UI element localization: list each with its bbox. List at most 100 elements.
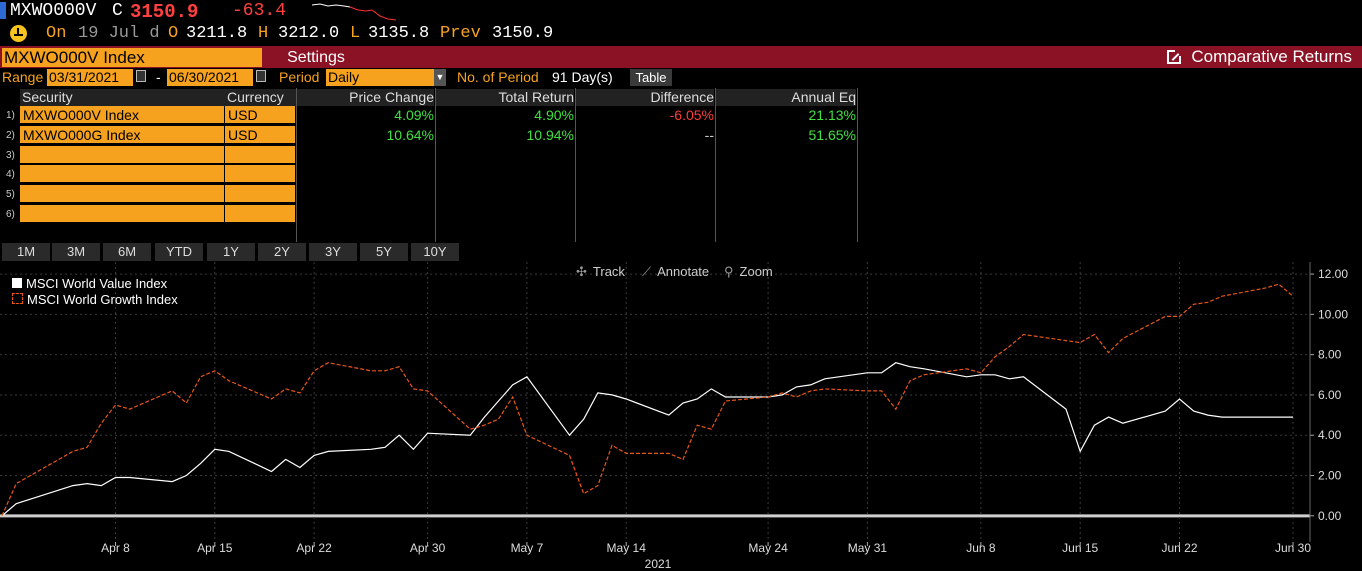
- row-number: 4): [6, 169, 15, 180]
- security-cell[interactable]: MXWO000G Index: [20, 126, 224, 144]
- change-value: -63.4: [232, 1, 287, 21]
- legend-label: MSCI World Growth Index: [27, 292, 178, 307]
- column-divider: [296, 88, 297, 242]
- y-tick-label: 4.00: [1318, 428, 1342, 442]
- range-dash: -: [156, 69, 161, 85]
- price-change-cell: 4.09%: [394, 107, 434, 123]
- x-tick-label: Jun 15: [1062, 541, 1098, 555]
- range-start-input[interactable]: 03/31/2021: [47, 69, 133, 86]
- column-divider: [575, 88, 576, 242]
- ticker-detail-line: On 19 Jul d O 3211.8 H 3212.0 L 3135.8 P…: [0, 22, 1362, 44]
- legend-label: MSCI World Value Index: [26, 276, 168, 291]
- legend-swatch-solid: [12, 278, 22, 288]
- period-button-10y[interactable]: 10Y: [411, 243, 459, 261]
- period-select[interactable]: Daily ▼: [326, 69, 446, 86]
- range-label: Range: [2, 69, 44, 85]
- legend-item-value[interactable]: MSCI World Value Index: [12, 276, 167, 291]
- chevron-down-icon[interactable]: ▼: [434, 69, 446, 86]
- period-button-ytd[interactable]: YTD: [155, 243, 203, 261]
- x-tick-label: Apr 8: [101, 541, 130, 555]
- title-bar: [0, 46, 1362, 68]
- security-cell[interactable]: [20, 185, 224, 203]
- currency-cell[interactable]: USD: [225, 126, 295, 144]
- ticker-line: MXWO000V C 3150.9 -63.4: [0, 0, 1362, 23]
- security-cell[interactable]: MXWO000V Index: [20, 106, 224, 124]
- calendar-icon[interactable]: [256, 70, 266, 82]
- comparative-returns-chart[interactable]: 0.00 2.00 4.00 6.00 8.00 10.00 12.00 Apr 8 Apr 1…: [0, 262, 1362, 571]
- popout-icon[interactable]: [1167, 49, 1183, 64]
- clock-icon: [10, 25, 27, 42]
- column-divider: [435, 88, 436, 242]
- period-label: Period: [279, 69, 320, 85]
- settings-tab[interactable]: Settings: [287, 49, 345, 66]
- y-tick-label: 12.00: [1318, 267, 1348, 281]
- range-end-input[interactable]: 06/30/2021: [167, 69, 253, 86]
- zoom-label: Zoom: [739, 264, 773, 279]
- open-label: O: [168, 24, 179, 43]
- num-period-label: No. of Period: [457, 69, 539, 85]
- period-button-3m[interactable]: 3M: [52, 243, 100, 261]
- header-difference: Difference: [576, 89, 714, 106]
- open-value: 3211.8: [186, 24, 248, 43]
- x-tick-label: Apr 15: [197, 541, 233, 555]
- prev-value: 3150.9: [492, 24, 554, 43]
- period-button-5y[interactable]: 5Y: [360, 243, 408, 261]
- security-cell[interactable]: [20, 165, 224, 183]
- security-cell[interactable]: [20, 205, 224, 223]
- row-number: 5): [6, 189, 15, 200]
- zoom-tool[interactable]: ⚲ Zoom: [724, 264, 773, 280]
- total-return-cell: 4.90%: [534, 107, 574, 123]
- prev-label: Prev: [440, 24, 481, 43]
- x-tick-label: Jun 22: [1161, 541, 1197, 555]
- y-tick-label: 0.00: [1318, 509, 1342, 523]
- period-button-3y[interactable]: 3Y: [309, 243, 357, 261]
- table-button[interactable]: Table: [630, 69, 672, 86]
- security-cell[interactable]: [20, 146, 224, 164]
- period-button-2y[interactable]: 2Y: [258, 243, 306, 261]
- total-return-cell: 10.94%: [526, 127, 574, 143]
- period-button-6m[interactable]: 6M: [103, 243, 151, 261]
- annual-eq-cell: 21.13%: [808, 107, 856, 123]
- series-line-growth: [1, 283, 1294, 517]
- legend-item-growth[interactable]: MSCI World Growth Index: [12, 292, 178, 307]
- header-security: Security: [20, 89, 226, 106]
- currency-cell[interactable]: [225, 185, 295, 203]
- ticker-marker: [0, 2, 6, 19]
- x-tick-label: Jun 8: [966, 541, 996, 555]
- column-divider: [715, 88, 716, 242]
- period-value: Daily: [328, 69, 360, 85]
- series-line-value: [1, 362, 1293, 517]
- column-divider: [857, 88, 858, 242]
- num-period-value: 91 Day(s): [552, 69, 613, 85]
- currency-cell[interactable]: [225, 205, 295, 223]
- security-input[interactable]: MXWO000V Index: [2, 48, 262, 67]
- high-value: 3212.0: [278, 24, 340, 43]
- comparative-returns-title[interactable]: Comparative Returns: [1167, 46, 1352, 68]
- legend-swatch-dashed: [12, 293, 23, 304]
- x-tick-label: May 24: [748, 541, 788, 555]
- currency-cell[interactable]: [225, 165, 295, 183]
- track-tool[interactable]: ✣ Track: [576, 264, 625, 280]
- x-year-label: 2021: [645, 557, 672, 571]
- x-tick-label: Apr 22: [296, 541, 332, 555]
- y-tick-label: 2.00: [1318, 469, 1342, 483]
- row-number: 6): [6, 209, 15, 220]
- row-number: 2): [6, 130, 15, 141]
- crosshair-icon: ✣: [576, 264, 587, 279]
- annotate-tool[interactable]: ⟋ Annotate: [642, 264, 709, 280]
- row-number: 1): [6, 110, 15, 121]
- period-button-1m[interactable]: 1M: [2, 243, 50, 261]
- on-label: On: [46, 24, 67, 43]
- y-tick-label: 10.00: [1318, 307, 1348, 321]
- calendar-icon[interactable]: [136, 70, 146, 82]
- x-tick-label: Apr 30: [410, 541, 446, 555]
- x-tick-label: May 31: [848, 541, 888, 555]
- header-total-return: Total Return: [436, 89, 574, 106]
- high-label: H: [258, 24, 269, 43]
- period-button-1y[interactable]: 1Y: [207, 243, 255, 261]
- function-title: Comparative Returns: [1191, 47, 1352, 66]
- currency-cell[interactable]: [225, 146, 295, 164]
- close-price: 3150.9: [130, 1, 199, 23]
- currency-cell[interactable]: USD: [225, 106, 295, 124]
- magnifier-icon: ⚲: [724, 264, 734, 279]
